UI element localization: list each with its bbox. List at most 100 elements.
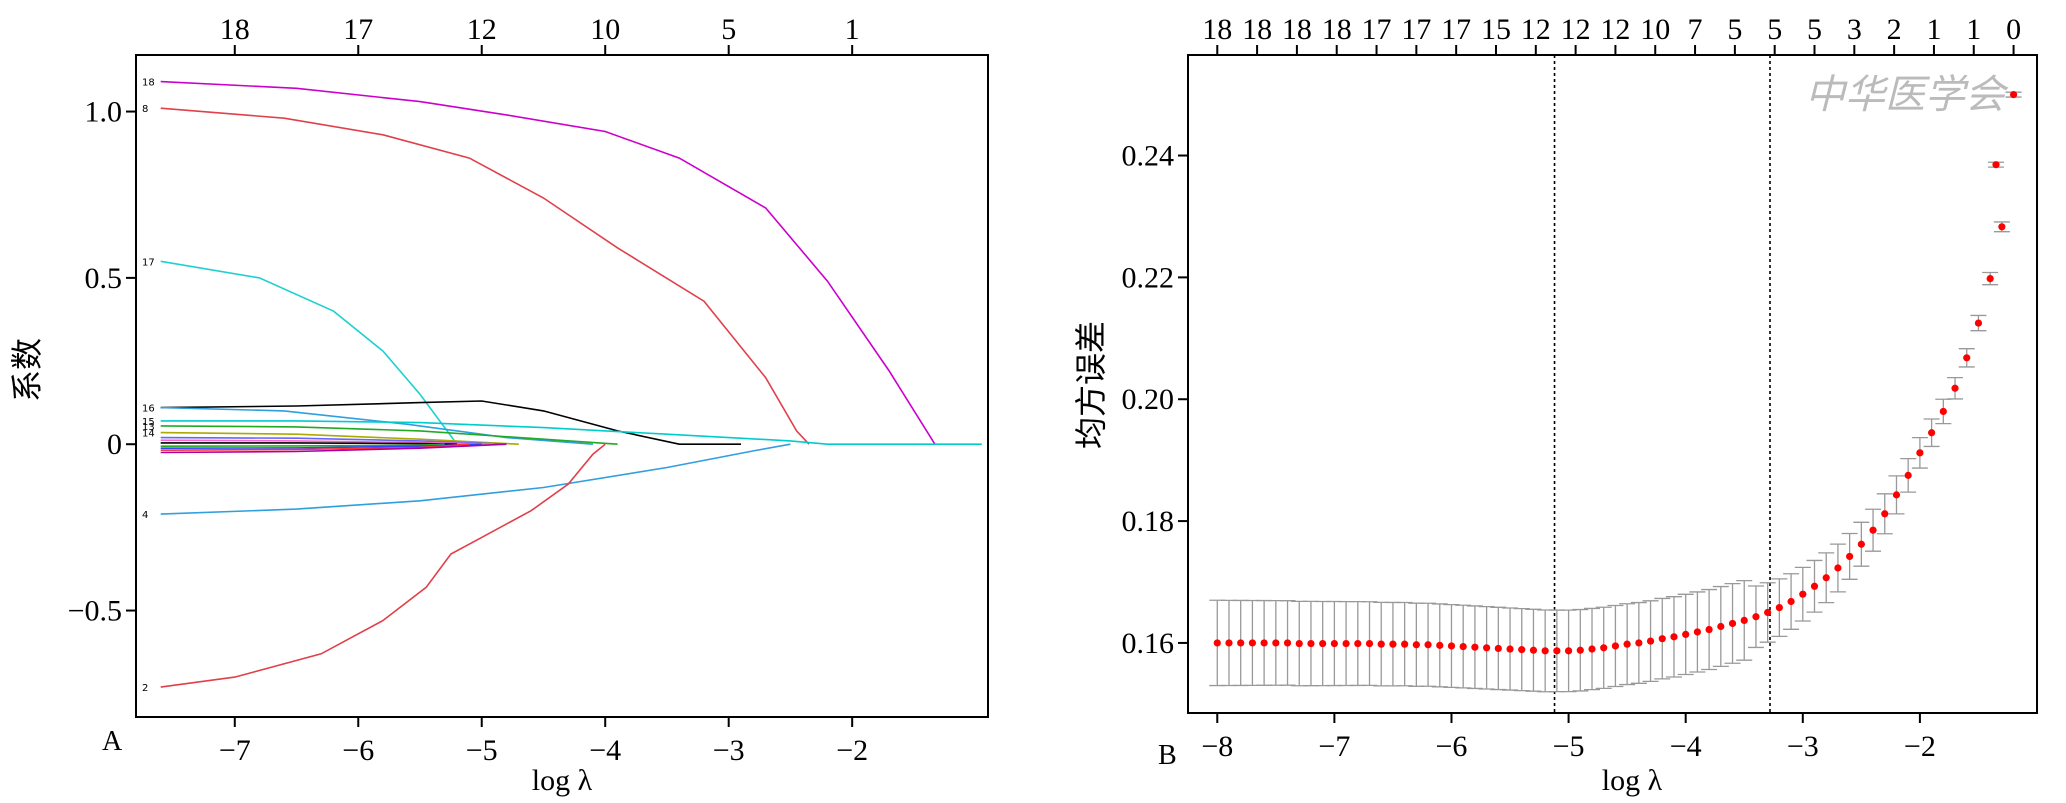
x-tick-label: −7 [1318,730,1350,763]
mse-point [1682,630,1690,639]
top-count-label: 1 [1966,13,1981,46]
line-number-label: 8 [142,104,148,115]
line-number-label: 18 [142,78,155,89]
y-tick-label: 1.0 [85,96,123,129]
mse-point [1635,639,1643,647]
top-count-label: 17 [1362,13,1392,46]
mse-point [1764,608,1772,617]
top-count-label: 12 [1600,13,1630,46]
top-count-label: 5 [1807,13,1822,46]
mse-point [1483,644,1491,652]
mse-point [1822,574,1830,582]
top-count-label: 18 [1322,13,1352,46]
mse-point [1740,616,1748,624]
mse-point [1992,161,2000,169]
mse-point [1494,644,1502,653]
line-number-label: 14 [142,429,155,440]
mse-point [1799,590,1807,598]
top-count-label: 2 [1887,13,1902,46]
top-count-label: 7 [1688,13,1703,46]
top-count-label: 17 [1401,13,1431,46]
coefficient-path-3 [160,400,741,445]
coefficient-path-6 [160,425,618,445]
coefficient-path-16 [160,443,606,688]
x-tick-label: −8 [1201,730,1233,763]
mse-point [1272,639,1280,647]
line-number-label: 4 [142,510,148,521]
coefficient-path-14 [160,443,507,454]
top-count-label: 18 [1242,13,1272,46]
coefficient-path-4 [160,406,593,445]
mse-point [1471,643,1479,651]
y-tick-label: 0.24 [1122,140,1175,173]
mse-point [1365,639,1374,648]
panel-a-plot-frame [135,54,989,718]
mse-point [1916,449,1924,457]
y-tick-label: 0 [107,428,122,461]
x-tick-label: −6 [1436,730,1468,763]
panel-b-x-axis: −8 −7 −6 −5 −4 −3 −2 [1201,713,1936,763]
mse-point [1588,645,1596,653]
line-number-label: 16 [142,404,155,415]
top-count-label: 15 [1481,13,1511,46]
mse-point [1857,540,1865,548]
mse-point [1963,354,1971,362]
mse-point [1248,639,1257,647]
mse-point [1939,407,1947,416]
mse-point [1412,641,1420,649]
coefficient-path-0 [160,80,936,445]
mse-point [1564,647,1573,655]
mse-point [1834,564,1842,572]
mse-point [1447,642,1456,650]
top-count-label: 5 [1727,13,1742,46]
panel-b-plot-frame [1187,54,2038,714]
mse-point [1974,319,1983,327]
panel-b-y-label: 均方误差 [1072,321,1110,449]
coefficient-path-9 [160,439,495,445]
panel-b-y-axis: 0.16 0.18 0.20 0.22 0.24 [1122,140,1188,660]
watermark: 中华医学会 [1805,72,2009,118]
mse-point [1951,384,1959,392]
x-tick-label: −2 [1904,730,1936,763]
coefficient-path-8 [160,436,507,445]
mse-point [1295,639,1303,648]
line-number-label: 17 [142,257,155,268]
panel-a-x-axis: −7 −6 −5 −4 −3 −2 [219,717,868,767]
y-tick-label: 0.20 [1122,383,1175,416]
x-tick-label: −7 [219,734,251,767]
y-tick-label: 0.5 [85,262,123,295]
panel-b-lambda-lines [1553,55,1771,713]
x-tick-label: −2 [836,734,868,767]
mse-point [1389,640,1397,648]
x-tick-label: −3 [1787,730,1819,763]
mse-point [1459,642,1467,651]
top-count-label: 3 [1847,13,1862,46]
mse-point [1518,646,1526,654]
mse-point [1986,274,1994,283]
coefficient-path-13 [160,443,470,451]
mse-point [1529,646,1538,654]
x-tick-label: −4 [1670,730,1702,763]
x-tick-label: −4 [589,734,621,767]
line-number-label: 13 [142,422,155,433]
mse-point [1600,644,1608,652]
top-count-label: 18 [220,13,250,46]
coefficient-path-1 [160,107,810,445]
mse-point [1869,526,1877,534]
panel-b-top-axis: 18 18 18 18 17 17 17 15 12 12 12 10 7 5 5 5 3 2 1 1 0 [1202,13,2021,55]
panel-a-y-axis: −0.5 0 0.5 1.0 [68,96,136,628]
mse-point [1506,645,1514,653]
top-count-label: 12 [467,13,497,46]
top-count-label: 17 [343,13,373,46]
mse-point [1611,642,1620,650]
mse-point [1354,639,1362,648]
panel-a-series-group [160,80,982,688]
mse-point [1623,640,1631,648]
panel-b-points [1213,91,2018,655]
mse-point [1646,637,1655,645]
mse-point [1260,639,1268,647]
mse-point [1928,429,1936,437]
y-tick-label: −0.5 [68,595,122,628]
panel-a-x-label: log λ [532,764,593,797]
